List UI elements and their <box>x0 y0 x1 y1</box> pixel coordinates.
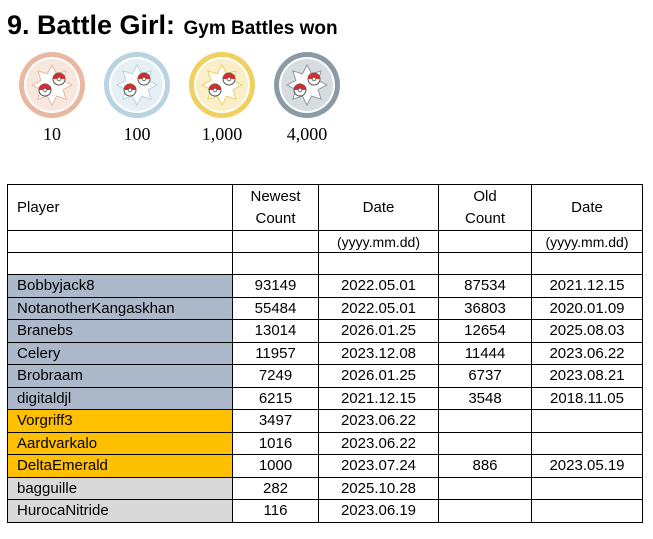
old-date-format-label: (yyyy.mm.dd) <box>531 230 643 253</box>
date-format-label: (yyyy.mm.dd) <box>318 230 439 253</box>
player-name: HurocaNitride <box>7 499 233 523</box>
newest-date: 2023.07.24 <box>318 454 439 478</box>
old-count: 36803 <box>438 296 532 320</box>
old-date <box>531 431 643 455</box>
player-name: bagguille <box>7 476 233 500</box>
old-count <box>438 499 532 523</box>
newest-count: 11957 <box>232 341 319 365</box>
date-format-row: (yyyy.mm.dd) (yyyy.mm.dd) <box>7 230 643 253</box>
table-row: Brobraam 7249 2026.01.25 6737 2023.08.21 <box>7 364 643 388</box>
header-row: Player Newest Count Date Old Count Date <box>7 184 643 231</box>
player-name: Vorgriff3 <box>7 409 233 433</box>
silver-medal-icon <box>102 50 172 120</box>
table-row: digitaldjl 6215 2021.12.15 3548 2018.11.05 <box>7 386 643 410</box>
table-row: Vorgriff3 3497 2023.06.22 <box>7 409 643 433</box>
newest-count: 116 <box>232 499 319 523</box>
newest-count: 55484 <box>232 296 319 320</box>
player-name: Branebs <box>7 319 233 343</box>
player-name: Brobraam <box>7 364 233 388</box>
old-count <box>438 476 532 500</box>
table-row: Bobbyjack8 93149 2022.05.01 87534 2021.12.15 <box>7 274 643 298</box>
player-name: NotanotherKangaskhan <box>7 296 233 320</box>
tier-label: 100 <box>123 124 151 144</box>
blank-row <box>7 252 643 275</box>
table-row: bagguille 282 2025.10.28 <box>7 476 643 500</box>
old-date <box>531 476 643 500</box>
newest-count: 1016 <box>232 431 319 455</box>
old-date: 2023.05.19 <box>531 454 643 478</box>
player-header: Player <box>7 184 233 231</box>
old-count: 12654 <box>438 319 532 343</box>
old-date: 2018.11.05 <box>531 386 643 410</box>
tier-label: 4,000 <box>286 124 328 144</box>
old-date: 2021.12.15 <box>531 274 643 298</box>
newest-count: 282 <box>232 476 319 500</box>
newest-date: 2022.05.01 <box>318 296 439 320</box>
newest-count: 1000 <box>232 454 319 478</box>
newest-count-header: Newest Count <box>232 184 319 231</box>
newest-date: 2023.06.22 <box>318 409 439 433</box>
old-date <box>531 499 643 523</box>
newest-date: 2022.05.01 <box>318 274 439 298</box>
old-count <box>438 409 532 433</box>
newest-count: 3497 <box>232 409 319 433</box>
table-row: Branebs 13014 2026.01.25 12654 2025.08.03 <box>7 319 643 343</box>
title-number: 9. Battle Girl: <box>7 10 176 40</box>
old-date: 2023.08.21 <box>531 364 643 388</box>
newest-date: 2026.01.25 <box>318 364 439 388</box>
old-date-header: Date <box>531 184 643 231</box>
player-name: DeltaEmerald <box>7 454 233 478</box>
tier-label: 10 <box>43 124 61 144</box>
player-name: digitaldjl <box>7 386 233 410</box>
old-date: 2020.01.09 <box>531 296 643 320</box>
old-count: 11444 <box>438 341 532 365</box>
title-subtitle: Gym Battles won <box>183 18 338 39</box>
newest-date: 2021.12.15 <box>318 386 439 410</box>
old-date: 2023.06.22 <box>531 341 643 365</box>
tier-label: 1,000 <box>201 124 243 144</box>
newest-date: 2025.10.28 <box>318 476 439 500</box>
old-date: 2025.08.03 <box>531 319 643 343</box>
old-count <box>438 431 532 455</box>
date-header: Date <box>318 184 439 231</box>
page-title: 9. Battle Girl: Gym Battles won <box>7 10 338 41</box>
table-row: Celery 11957 2023.12.08 11444 2023.06.22 <box>7 341 643 365</box>
player-name: Aardvarkalo <box>7 431 233 455</box>
old-date <box>531 409 643 433</box>
table-row: DeltaEmerald 1000 2023.07.24 886 2023.05.19 <box>7 454 643 478</box>
ranking-table: Player Newest Count Date Old Count Date (y… <box>7 184 643 523</box>
newest-count: 13014 <box>232 319 319 343</box>
table-row: Aardvarkalo 1016 2023.06.22 <box>7 431 643 455</box>
old-count: 3548 <box>438 386 532 410</box>
newest-date: 2026.01.25 <box>318 319 439 343</box>
newest-date: 2023.06.22 <box>318 431 439 455</box>
newest-count: 93149 <box>232 274 319 298</box>
player-name: Celery <box>7 341 233 365</box>
player-name: Bobbyjack8 <box>7 274 233 298</box>
old-count-header: Old Count <box>438 184 532 231</box>
table-row: HurocaNitride 116 2023.06.19 <box>7 499 643 523</box>
bronze-medal-icon <box>17 50 87 120</box>
newest-date: 2023.12.08 <box>318 341 439 365</box>
old-count: 6737 <box>438 364 532 388</box>
old-count: 87534 <box>438 274 532 298</box>
gold-medal-icon <box>187 50 257 120</box>
old-count: 886 <box>438 454 532 478</box>
newest-date: 2023.06.19 <box>318 499 439 523</box>
platinum-medal-icon <box>272 50 342 120</box>
newest-count: 7249 <box>232 364 319 388</box>
table-row: NotanotherKangaskhan 55484 2022.05.01 36803… <box>7 296 643 320</box>
newest-count: 6215 <box>232 386 319 410</box>
